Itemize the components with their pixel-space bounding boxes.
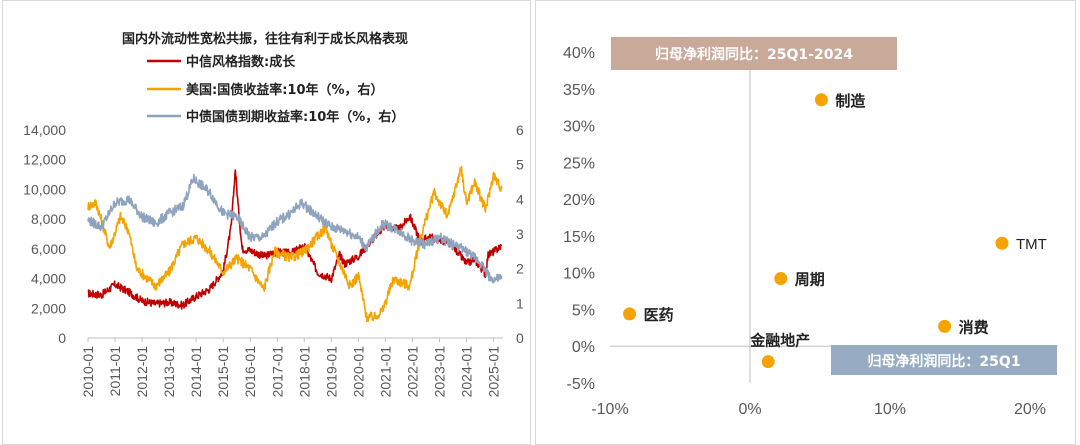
y-tick-label: 10% <box>563 266 595 283</box>
series-line <box>87 165 503 323</box>
y-left-tick-label: 0 <box>58 330 66 346</box>
legend-entry: 中债国债到期收益率:10年（%，右） <box>186 109 404 125</box>
y-left-tick-label: 12,000 <box>23 152 66 168</box>
series-line <box>87 169 503 310</box>
x-tick-label: 2020-01 <box>350 346 366 398</box>
line-chart: 国内外流动性宽松共振，往往有利于成长风格表现 中信风格指数:成长美国:国债收益率… <box>23 31 524 397</box>
y-left-tick-label: 4,000 <box>31 271 66 287</box>
x-tick-label: 0% <box>738 401 761 418</box>
point-label: 消费 <box>959 318 989 336</box>
x-tick-label: 2012-01 <box>134 346 150 398</box>
series-lines <box>87 165 503 323</box>
chart-title: 国内外流动性宽松共振，往往有利于成长风格表现 <box>122 31 408 47</box>
y-tick-label: 20% <box>563 192 595 209</box>
x-tick-label: 2014-01 <box>188 346 204 398</box>
y-axis-banner <box>611 37 897 70</box>
y-right-tick-label: 1 <box>516 295 524 311</box>
y-left-tick-label: 10,000 <box>23 181 66 197</box>
x-tick-label: 2016-01 <box>242 346 258 398</box>
axes: 0 2,000 4,000 6,000 8,000 10,000 12,000 14,000 0… <box>23 122 524 397</box>
axis-banners: 归母净利润同比：25Q1-2024 归母净利润同比：25Q1 <box>611 37 1057 375</box>
x-tick-label: 2015-01 <box>215 346 231 398</box>
point-label: 金融地产 <box>749 332 810 350</box>
y-right-tick-label: 0 <box>516 330 524 346</box>
x-tick-label: -10% <box>591 401 628 418</box>
x-tick-label: 2019-01 <box>323 346 339 398</box>
legend-entry: 美国:国债收益率:10年（%，右） <box>186 82 384 98</box>
y-left-tick-label: 2,000 <box>31 300 66 316</box>
scatter-axes: -5% 0% 5% 10% 15% 20% 25% 30% 35% 40% -10% 0% 10% 20% <box>563 45 1058 418</box>
y-right-tick-label: 4 <box>516 191 524 207</box>
scatter-point <box>938 319 952 333</box>
y-tick-label: 40% <box>563 45 595 62</box>
scatter-point <box>814 93 828 107</box>
point-label: 医药 <box>644 306 674 324</box>
y-axis-title: 归母净利润同比：25Q1-2024 <box>655 46 853 63</box>
point-label: TMT <box>1016 236 1047 253</box>
scatter-point <box>995 236 1009 250</box>
y-left-tick-label: 14,000 <box>23 122 66 138</box>
x-tick-label: 2010-01 <box>80 346 96 398</box>
x-tick-label: 2025-01 <box>486 346 502 398</box>
y-right-tick-label: 2 <box>516 261 524 277</box>
y-tick-label: 35% <box>563 82 595 99</box>
x-tick-label: 2021-01 <box>377 346 393 398</box>
x-tick-label: 2017-01 <box>269 346 285 398</box>
x-tick-label: 2018-01 <box>296 346 312 398</box>
x-tick-label: 2011-01 <box>107 346 123 397</box>
y-left-tick-label: 8,000 <box>31 211 66 227</box>
y-tick-label: -5% <box>567 376 595 393</box>
y-tick-label: 15% <box>563 229 595 246</box>
x-tick-label: 2022-01 <box>404 346 420 398</box>
series-line <box>87 173 503 284</box>
scatter-point <box>761 355 775 369</box>
x-axis-banner <box>831 345 1057 375</box>
y-right-tick-label: 5 <box>516 157 524 173</box>
y-left-tick-label: 6,000 <box>31 241 66 257</box>
y-tick-label: 0% <box>572 339 595 356</box>
x-tick-label: 2013-01 <box>161 346 177 398</box>
x-axis-title: 归母净利润同比：25Q1 <box>867 353 1020 370</box>
scatter-point <box>623 307 637 321</box>
y-right-tick-label: 3 <box>516 226 524 242</box>
y-tick-label: 5% <box>572 302 595 319</box>
y-tick-label: 25% <box>563 155 595 172</box>
x-tick-label: 20% <box>1014 401 1046 418</box>
y-tick-label: 30% <box>563 119 595 136</box>
scatter-point <box>774 272 788 286</box>
x-tick-label: 2024-01 <box>459 346 475 398</box>
y-right-tick-label: 6 <box>516 122 524 138</box>
legend-entry: 中信风格指数:成长 <box>186 54 296 70</box>
x-tick-label: 10% <box>874 401 906 418</box>
point-label: 周期 <box>795 271 825 289</box>
point-label: 制造 <box>835 92 865 110</box>
x-tick-label: 2023-01 <box>431 346 447 398</box>
